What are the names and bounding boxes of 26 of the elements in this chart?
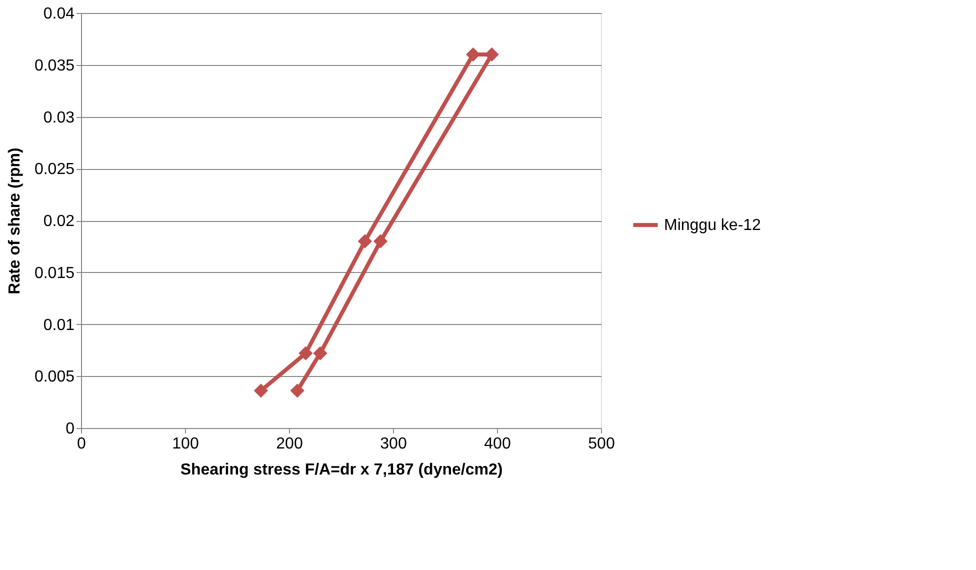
y-tick-label: 0.03 bbox=[43, 109, 75, 126]
x-tick-label: 100 bbox=[172, 436, 199, 452]
y-tick-label: 0.02 bbox=[43, 213, 75, 230]
y-tick-label: 0 bbox=[66, 420, 75, 438]
x-tick-label: 200 bbox=[276, 436, 303, 452]
point bbox=[290, 384, 304, 398]
x-axis-title: Shearing stress F/A=dr x 7,187 (dyne/cm2) bbox=[180, 462, 503, 478]
point bbox=[254, 384, 268, 398]
x-tick-label: 400 bbox=[484, 436, 511, 452]
y-tick-label: 0.035 bbox=[34, 57, 75, 74]
point bbox=[298, 346, 313, 360]
x-tick-label: 500 bbox=[588, 436, 615, 452]
point bbox=[358, 234, 372, 248]
x-tick-label: 300 bbox=[380, 436, 407, 452]
y-tick-label: 0.04 bbox=[43, 6, 75, 22]
y-tick-label: 0.025 bbox=[34, 161, 75, 178]
point bbox=[466, 47, 480, 62]
y-tick-label: 0.01 bbox=[43, 316, 75, 334]
y-tick-label: 0.005 bbox=[34, 368, 75, 386]
point bbox=[313, 346, 328, 360]
x-tick-label: 0 bbox=[77, 436, 86, 452]
point bbox=[373, 234, 388, 248]
legend-label: Minggu ke-12 bbox=[664, 217, 762, 234]
y-axis-title: Rate of share (rpm) bbox=[6, 148, 24, 294]
y-tick-label: 0.015 bbox=[34, 264, 75, 282]
point bbox=[484, 47, 499, 62]
